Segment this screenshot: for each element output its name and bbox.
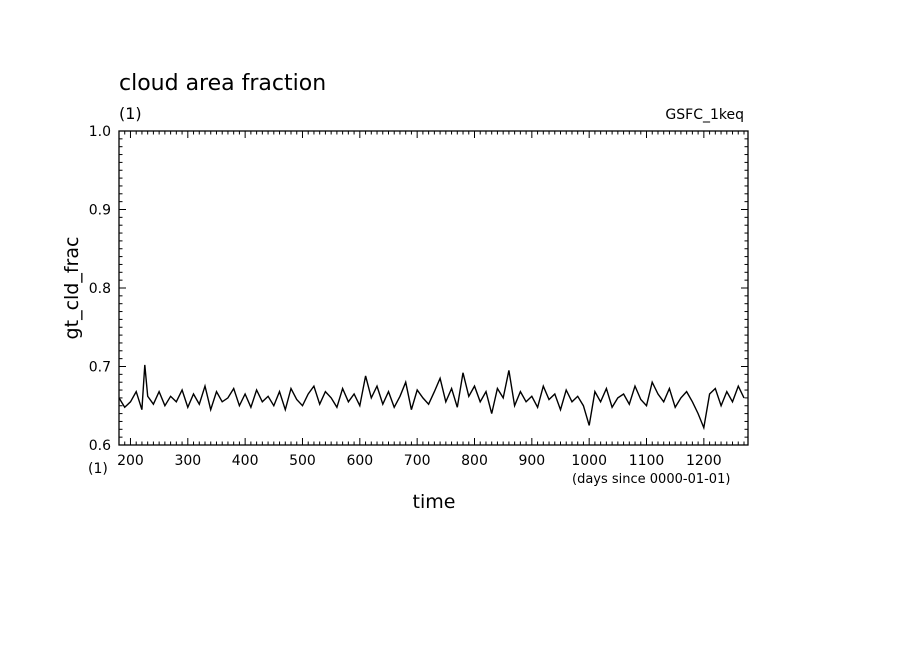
y-tick-label: 0.7 xyxy=(89,360,111,376)
x-axis-unit: (days since 0000-01-01) xyxy=(572,472,730,487)
chart-title: cloud area fraction xyxy=(119,71,326,96)
x-tick-label: 600 xyxy=(346,453,373,469)
x-axis: 200 300 400 500 600 700 800 900 1000 1100 1200 xyxy=(117,131,745,469)
title-unit: (1) xyxy=(119,104,142,123)
x-tick-label: 400 xyxy=(232,453,259,469)
x-tick-label: 200 xyxy=(117,453,144,469)
plot-frame xyxy=(118,130,749,446)
y-axis-label: gt_cld_frac xyxy=(61,237,83,340)
y-tick-label: 0.9 xyxy=(89,203,111,219)
x-tick-label: 1200 xyxy=(686,453,722,469)
x-tick-label: 800 xyxy=(461,453,488,469)
x-axis-label: time xyxy=(413,491,456,513)
y-axis-unit: (1) xyxy=(88,461,108,477)
y-tick-label: 1.0 xyxy=(89,124,111,140)
x-tick-label: 900 xyxy=(518,453,545,469)
x-tick-label: 1000 xyxy=(571,453,607,469)
y-tick-label: 0.6 xyxy=(89,438,111,454)
series-line xyxy=(118,364,745,431)
y-tick-label: 0.8 xyxy=(89,281,111,297)
x-tick-label: 1100 xyxy=(629,453,665,469)
x-tick-label: 300 xyxy=(174,453,201,469)
source-label: GSFC_1keq xyxy=(665,107,744,123)
x-tick-label: 700 xyxy=(404,453,431,469)
series-layer xyxy=(118,364,745,431)
x-tick-label: 500 xyxy=(289,453,316,469)
y-axis: 0.6 0.7 0.8 0.9 1.0 xyxy=(89,124,748,454)
